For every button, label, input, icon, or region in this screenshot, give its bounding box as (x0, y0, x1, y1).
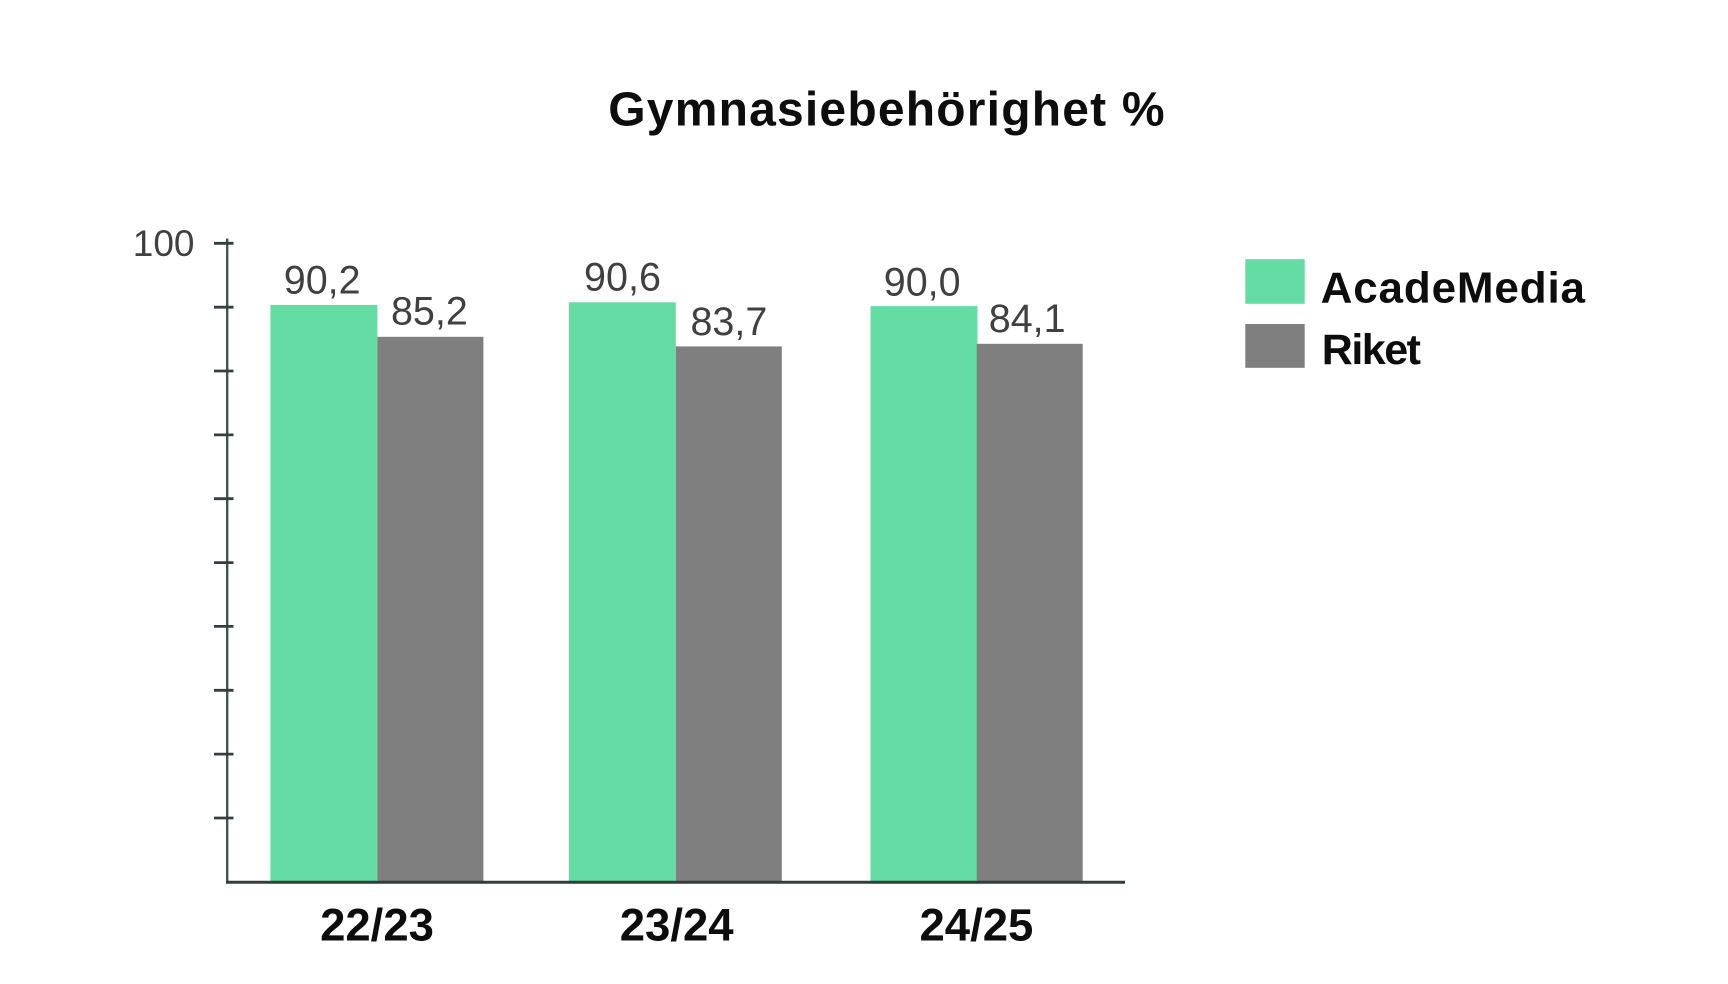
svg-text:83,7: 83,7 (690, 300, 767, 344)
svg-text:100: 100 (133, 223, 195, 264)
svg-text:22/23: 22/23 (320, 900, 434, 951)
svg-text:85,2: 85,2 (391, 290, 468, 334)
svg-text:Gymnasiebehörighet %: Gymnasiebehörighet % (608, 84, 1165, 137)
svg-text:84,1: 84,1 (989, 297, 1066, 341)
svg-text:90,6: 90,6 (584, 255, 661, 299)
svg-text:90,2: 90,2 (284, 258, 361, 302)
svg-text:24/25: 24/25 (919, 900, 1033, 951)
svg-text:90,0: 90,0 (884, 261, 961, 305)
svg-text:Riket: Riket (1322, 326, 1421, 374)
svg-text:AcadeMedia: AcadeMedia (1321, 263, 1586, 312)
svg-text:23/24: 23/24 (620, 900, 735, 951)
